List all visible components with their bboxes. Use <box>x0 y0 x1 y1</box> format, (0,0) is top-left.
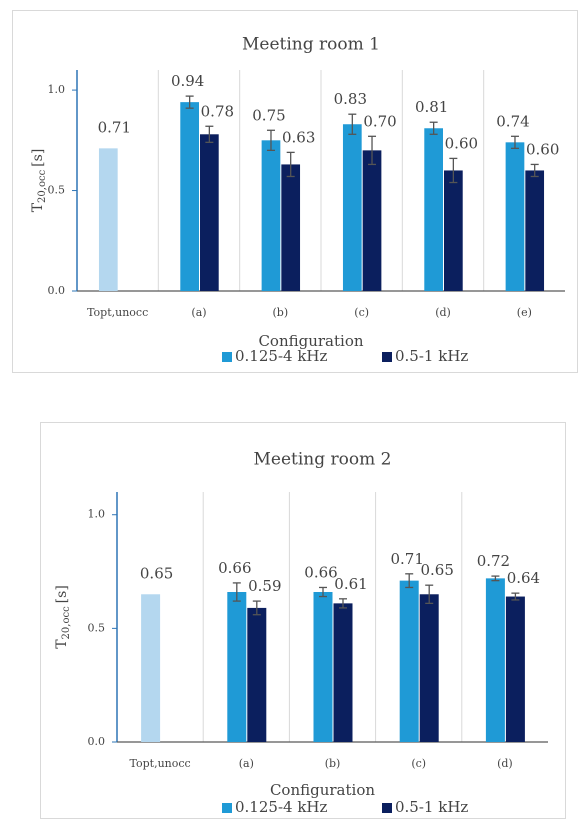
x-axis-label: Configuration <box>270 781 375 799</box>
data-label: 0.81 <box>415 98 448 116</box>
data-label: 0.94 <box>171 72 204 90</box>
chart-title: Meeting room 2 <box>254 450 392 470</box>
legend-label: 0.125-4 kHz <box>235 798 327 816</box>
bar <box>261 140 281 291</box>
y-tick-label: 0.0 <box>88 735 106 748</box>
data-label: 0.71 <box>390 550 423 568</box>
bar <box>419 594 439 742</box>
bar <box>227 592 247 742</box>
x-tick-label: Topt,unocc <box>130 757 191 770</box>
data-label: 0.66 <box>218 559 251 577</box>
data-label: 0.63 <box>282 128 315 146</box>
chart-frame <box>40 422 566 819</box>
data-label: 0.83 <box>334 90 367 108</box>
bar <box>424 128 443 291</box>
data-label: 0.64 <box>507 569 540 587</box>
x-tick-label: (c) <box>354 306 369 319</box>
y-tick-label: 0.5 <box>48 184 66 197</box>
data-label: 0.72 <box>477 552 510 570</box>
data-label: 0.71 <box>98 118 131 136</box>
y-axis-label-unit: [s] <box>30 149 46 167</box>
bar <box>200 134 219 291</box>
legend-label: 0.125-4 kHz <box>235 347 327 365</box>
data-label: 0.70 <box>363 112 396 130</box>
y-axis-label-main: T <box>54 639 70 649</box>
x-tick-label: (d) <box>435 306 451 319</box>
y-axis-label: T20,occ [s] <box>30 149 48 213</box>
bar <box>333 603 353 742</box>
bar <box>505 142 525 291</box>
bar <box>505 596 525 742</box>
legend-swatch <box>382 352 392 362</box>
chart-title: Meeting room 1 <box>242 35 380 55</box>
y-axis-label: T20,occ [s] <box>54 585 72 649</box>
chart-frame <box>12 10 578 373</box>
x-tick-label: Topt,unocc <box>87 306 148 319</box>
x-tick-label: (d) <box>497 757 513 770</box>
bar <box>525 170 545 291</box>
bar <box>485 578 505 742</box>
legend-swatch <box>382 803 392 813</box>
x-axis-label: Configuration <box>258 332 363 350</box>
data-label: 0.66 <box>304 563 337 581</box>
legend-swatch <box>222 352 232 362</box>
x-tick-label: (e) <box>517 306 532 319</box>
bar <box>444 170 463 291</box>
bar <box>342 124 362 291</box>
y-axis-label-sub: 20,occ <box>61 606 72 640</box>
x-tick-label: (b) <box>325 757 341 770</box>
bar <box>247 607 267 742</box>
legend-label: 0.5-1 kHz <box>395 347 468 365</box>
data-label: 0.59 <box>248 577 281 595</box>
y-tick-label: 1.0 <box>88 508 106 521</box>
y-axis-label-main: T <box>30 202 46 212</box>
bar <box>281 164 301 291</box>
bar <box>362 150 382 291</box>
x-tick-label: (c) <box>411 757 426 770</box>
data-label: 0.74 <box>496 112 529 130</box>
y-axis-label-unit: [s] <box>54 585 70 603</box>
x-tick-label: (a) <box>239 757 254 770</box>
bar <box>399 580 419 742</box>
legend-swatch <box>222 803 232 813</box>
data-label: 0.60 <box>445 134 478 152</box>
legend-label: 0.5-1 kHz <box>395 798 468 816</box>
data-label: 0.61 <box>334 575 367 593</box>
y-axis-label-sub: 20,occ <box>37 169 48 203</box>
data-label: 0.78 <box>201 102 234 120</box>
data-label: 0.65 <box>420 561 453 579</box>
y-tick-label: 1.0 <box>48 83 66 96</box>
data-label: 0.75 <box>252 106 285 124</box>
bar <box>313 592 333 742</box>
x-tick-label: (b) <box>273 306 289 319</box>
reference-bar <box>141 594 161 742</box>
data-label: 0.65 <box>140 564 173 582</box>
bar <box>180 102 199 292</box>
data-label: 0.60 <box>526 140 559 158</box>
reference-bar <box>98 148 118 291</box>
x-tick-label: (a) <box>191 306 206 319</box>
y-tick-label: 0.5 <box>88 621 106 634</box>
y-tick-label: 0.0 <box>48 284 66 297</box>
